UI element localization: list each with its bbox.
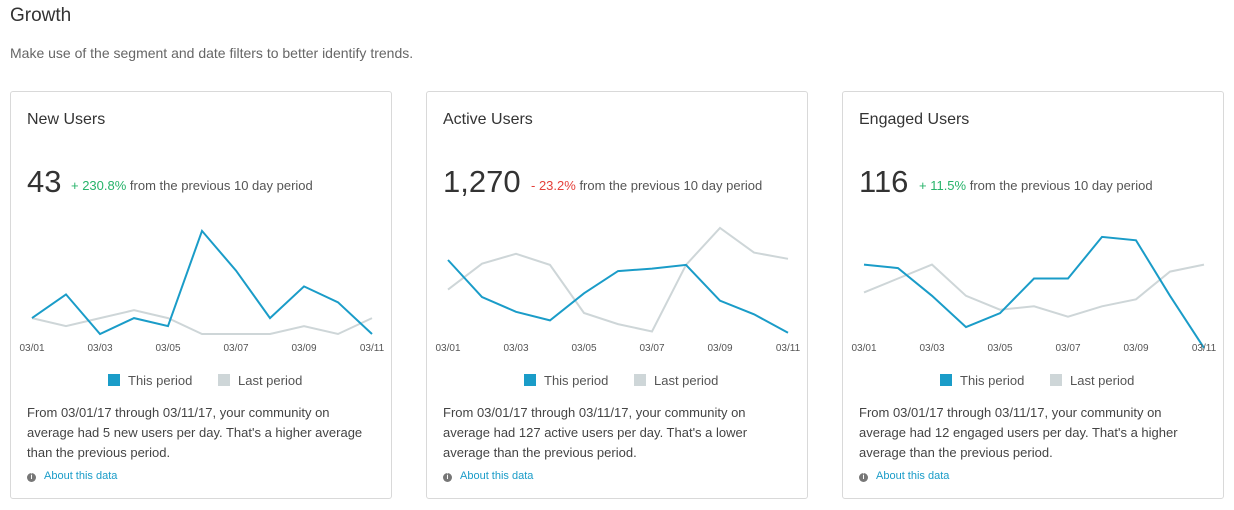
change-text: from the previous 10 day period — [970, 178, 1153, 193]
series-line-this-period — [448, 260, 788, 333]
metric-value: 1,270 — [443, 162, 521, 202]
card-title: Engaged Users — [859, 111, 969, 129]
legend-label: This period — [960, 373, 1024, 388]
about-label: About this data — [876, 470, 949, 482]
x-tick-label: 03/07 — [639, 343, 664, 354]
legend-label: Last period — [1070, 373, 1134, 388]
card-description: From 03/01/17 through 03/11/17, your com… — [859, 403, 1199, 463]
page-title: Growth — [10, 5, 71, 27]
change-text: from the previous 10 day period — [579, 178, 762, 193]
about-label: About this data — [44, 470, 117, 482]
metric-value: 43 — [27, 162, 61, 202]
info-icon: i — [443, 473, 452, 482]
x-tick-label: 03/07 — [223, 343, 248, 354]
x-tick-label: 03/03 — [919, 343, 944, 354]
x-tick-label: 03/11 — [1192, 343, 1217, 354]
line-chart: 03/01 03/03 03/05 03/07 03/09 03/11 — [11, 217, 391, 357]
change-percent: - 23.2% — [531, 178, 576, 193]
metric-card: Engaged Users 116 + 11.5% from the previ… — [842, 91, 1224, 499]
x-tick-label: 03/05 — [155, 343, 180, 354]
x-tick-label: 03/03 — [503, 343, 528, 354]
metric-card: New Users 43 + 230.8% from the previous … — [10, 91, 392, 499]
series-line-this-period — [32, 231, 372, 334]
info-icon: i — [27, 473, 36, 482]
legend-swatch — [1050, 374, 1062, 386]
about-data-link[interactable]: i About this data — [443, 470, 533, 482]
card-title: Active Users — [443, 111, 533, 129]
legend-swatch — [108, 374, 120, 386]
metric-change: + 230.8% from the previous 10 day period — [71, 178, 313, 193]
series-line-this-period — [864, 237, 1204, 348]
x-tick-label: 03/11 — [776, 343, 801, 354]
legend-label: This period — [544, 373, 608, 388]
card-description: From 03/01/17 through 03/11/17, your com… — [443, 403, 783, 463]
legend-item-last-period[interactable]: Last period — [218, 373, 302, 388]
legend-label: Last period — [654, 373, 718, 388]
x-tick-label: 03/01 — [19, 343, 44, 354]
legend-label: This period — [128, 373, 192, 388]
legend-item-this-period[interactable]: This period — [524, 373, 608, 388]
info-icon: i — [859, 473, 868, 482]
legend-item-last-period[interactable]: Last period — [1050, 373, 1134, 388]
page-subtitle: Make use of the segment and date filters… — [10, 45, 413, 61]
about-data-link[interactable]: i About this data — [859, 470, 949, 482]
x-tick-label: 03/11 — [360, 343, 385, 354]
x-tick-label: 03/05 — [987, 343, 1012, 354]
legend-label: Last period — [238, 373, 302, 388]
x-tick-label: 03/09 — [707, 343, 732, 354]
card-title: New Users — [27, 111, 105, 129]
metric-card: Active Users 1,270 - 23.2% from the prev… — [426, 91, 808, 499]
x-tick-label: 03/01 — [851, 343, 876, 354]
legend-item-this-period[interactable]: This period — [940, 373, 1024, 388]
series-line-last-period — [864, 265, 1204, 317]
about-label: About this data — [460, 470, 533, 482]
line-chart: 03/01 03/03 03/05 03/07 03/09 03/11 — [843, 217, 1223, 357]
series-line-last-period — [448, 228, 788, 332]
legend-item-last-period[interactable]: Last period — [634, 373, 718, 388]
metric-value: 116 — [859, 162, 908, 202]
change-percent: + 230.8% — [71, 178, 126, 193]
x-tick-label: 03/09 — [1123, 343, 1148, 354]
legend-swatch — [218, 374, 230, 386]
x-tick-label: 03/07 — [1055, 343, 1080, 354]
change-text: from the previous 10 day period — [130, 178, 313, 193]
legend-swatch — [634, 374, 646, 386]
metric-change: + 11.5% from the previous 10 day period — [919, 178, 1153, 193]
x-tick-label: 03/05 — [571, 343, 596, 354]
legend-item-this-period[interactable]: This period — [108, 373, 192, 388]
about-data-link[interactable]: i About this data — [27, 470, 117, 482]
line-chart: 03/01 03/03 03/05 03/07 03/09 03/11 — [427, 217, 807, 357]
x-tick-label: 03/09 — [291, 343, 316, 354]
x-tick-label: 03/01 — [435, 343, 460, 354]
legend-swatch — [940, 374, 952, 386]
metric-change: - 23.2% from the previous 10 day period — [531, 178, 762, 193]
change-percent: + 11.5% — [919, 178, 966, 193]
legend-swatch — [524, 374, 536, 386]
card-description: From 03/01/17 through 03/11/17, your com… — [27, 403, 367, 463]
x-tick-label: 03/03 — [87, 343, 112, 354]
